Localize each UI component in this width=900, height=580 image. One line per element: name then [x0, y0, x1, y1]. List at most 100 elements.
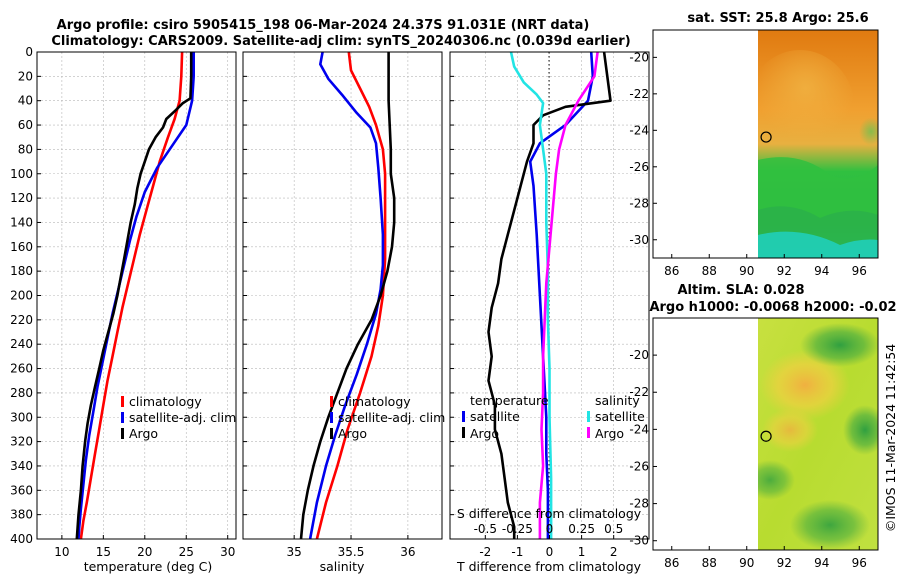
imos-credit: ©IMOS 11-Mar-2024 11:42:54 — [883, 344, 898, 532]
x-tick-label: 20 — [137, 545, 152, 559]
y-tick-label: 180 — [10, 264, 33, 278]
y-tick-label: 160 — [10, 240, 33, 254]
map-y-tick-label: -26 — [629, 459, 649, 473]
legend-climatology-label: climatology — [129, 394, 202, 409]
temperature-x-label: temperature (deg C) — [84, 559, 213, 574]
sla-map-title: Altim. SLA: 0.028 — [678, 283, 805, 298]
series-line-argo — [299, 52, 396, 540]
sla-map-frame — [652, 317, 879, 551]
map-y-tick-label: -24 — [629, 123, 649, 137]
y-tick-label: 80 — [18, 142, 33, 156]
y-tick-label: 60 — [18, 118, 33, 132]
y-tick-label: 400 — [10, 532, 33, 546]
sst-map-frame — [652, 29, 879, 259]
y-tick-label: 360 — [10, 483, 33, 497]
legend-s-satellite-swatch — [587, 411, 590, 422]
series-line-t-satellite — [528, 51, 595, 539]
argo-float-marker — [760, 430, 772, 442]
figure-title: Argo profile: csiro 5905415_198 06-Mar-2… — [57, 18, 590, 33]
s-tick-label: 0.5 — [604, 522, 623, 536]
x-tick-label: 30 — [220, 545, 235, 559]
y-tick-label: 300 — [10, 410, 33, 424]
y-tick-label: 140 — [10, 215, 33, 229]
y-tick-label: 340 — [10, 459, 33, 473]
y-tick-label: 120 — [10, 191, 33, 205]
map-x-tick-label: 90 — [739, 264, 754, 278]
y-tick-label: 280 — [10, 386, 33, 400]
x-tick-label: 2 — [610, 545, 618, 559]
legend-s-argo-label: Argo — [595, 426, 624, 441]
y-tick-label: 200 — [10, 289, 33, 303]
x-tick-label: 10 — [54, 545, 69, 559]
legend-t-argo-swatch — [462, 427, 465, 438]
map-y-tick-label: -22 — [629, 87, 649, 101]
difference-legend: temperature satellite Argo salinity sate… — [462, 393, 645, 441]
s-tick-label: 0.25 — [568, 522, 595, 536]
legend-s-satellite-label: satellite — [595, 409, 645, 424]
salinity-legend: climatology satellite-adj. clim Argo — [330, 394, 445, 441]
map-x-tick-label: 96 — [852, 264, 867, 278]
temperature-legend: climatology satellite-adj. clim Argo — [121, 394, 236, 441]
s-tick-label: -0.5 — [474, 522, 497, 536]
legend-argo-label: Argo — [338, 426, 367, 441]
map-x-tick-label: 88 — [702, 264, 717, 278]
x-tick-label: -1 — [511, 545, 523, 559]
legend-argo-label: Argo — [129, 426, 158, 441]
y-tick-label: 260 — [10, 362, 33, 376]
series-line-satellite-adj-clim — [308, 51, 385, 540]
map-y-tick-label: -30 — [629, 534, 649, 548]
legend-salinity-title: salinity — [595, 393, 640, 408]
y-tick-label: 320 — [10, 435, 33, 449]
difference-panel: -2 -1 0 1 2 S difference from climatology -0… — [449, 51, 650, 574]
map-y-tick-label: -24 — [629, 422, 649, 436]
legend-satellite-swatch — [330, 412, 333, 423]
x-tick-label: 35 — [287, 545, 302, 559]
temperature-panel: 10 15 20 25 30020406080100120140160180200220… — [10, 45, 237, 574]
map-x-tick-label: 86 — [664, 264, 679, 278]
legend-t-satellite-swatch — [462, 411, 465, 422]
map-y-tick-label: -26 — [629, 160, 649, 174]
x-tick-label: 0 — [546, 545, 554, 559]
series-line-satellite-adj-clim — [77, 52, 195, 540]
argo-float-marker — [760, 131, 772, 143]
series-line-s-argo — [538, 51, 599, 539]
s-tick-label: 0 — [546, 522, 554, 536]
series-line-climatology — [315, 51, 387, 540]
series-line-s-satellite — [509, 51, 553, 539]
sst-heatmap-image — [758, 30, 878, 258]
s-difference-label: S difference from climatology — [457, 506, 642, 521]
series-line-argo — [75, 52, 193, 540]
legend-argo-swatch — [121, 428, 124, 439]
map-x-tick-label: 96 — [852, 556, 867, 570]
sst-map: 86 88 90 92 94 96 -20 -22 -24 -26 -28 -30 — [629, 29, 879, 278]
legend-climatology-label: climatology — [338, 394, 411, 409]
map-y-tick-label: -28 — [629, 196, 649, 210]
legend-t-satellite-label: satellite — [470, 409, 520, 424]
sla-heatmap-image — [758, 318, 878, 550]
sst-map-title: sat. SST: 25.8 Argo: 25.6 — [687, 11, 868, 26]
legend-s-argo-swatch — [587, 427, 590, 438]
legend-climatology-swatch — [121, 396, 124, 407]
sla-map-subtitle: Argo h1000: -0.0068 h2000: -0.02 — [649, 300, 896, 315]
legend-t-argo-label: Argo — [470, 426, 499, 441]
y-tick-label: 240 — [10, 337, 33, 351]
sla-map: 86 88 90 92 94 96 -20 -22 -24 -26 -28 -30 — [629, 317, 879, 570]
map-x-tick-label: 94 — [814, 264, 829, 278]
map-x-tick-label: 92 — [777, 264, 792, 278]
legend-climatology-swatch — [330, 396, 333, 407]
legend-temperature-title: temperature — [470, 393, 549, 408]
map-x-tick-label: 90 — [739, 556, 754, 570]
x-tick-label: 35.5 — [338, 545, 365, 559]
x-tick-label: 25 — [179, 545, 194, 559]
legend-satellite-label: satellite-adj. clim — [129, 410, 236, 425]
y-tick-label: 100 — [10, 167, 33, 181]
map-x-tick-label: 94 — [814, 556, 829, 570]
map-y-tick-label: -20 — [629, 50, 649, 64]
map-y-tick-label: -20 — [629, 348, 649, 362]
x-tick-label: 15 — [96, 545, 111, 559]
x-tick-label: 1 — [578, 545, 586, 559]
y-tick-label: 40 — [18, 94, 33, 108]
y-tick-label: 0 — [25, 45, 33, 59]
